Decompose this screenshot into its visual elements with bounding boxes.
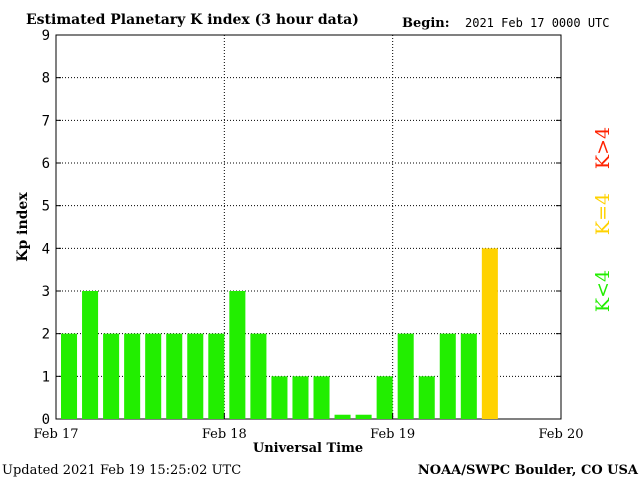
kp-bar: [124, 333, 141, 419]
kp-bar: [334, 414, 351, 419]
chart-title: Estimated Planetary K index (3 hour data…: [26, 12, 359, 28]
kp-bar: [376, 376, 393, 419]
legend-k-less-than-4: K<4: [592, 270, 614, 312]
x-tick-label: Feb 18: [202, 427, 247, 442]
kp-bar: [250, 333, 267, 419]
y-axis-ticks: 0 1 2 3 4 5 6 7 8 9: [42, 28, 561, 428]
x-tick-label: Feb 19: [370, 427, 415, 442]
y-tick-label: 0: [42, 412, 50, 428]
kp-bar: [229, 291, 246, 419]
kp-bar: [292, 376, 309, 419]
kp-bar: [187, 333, 204, 419]
kp-bar: [439, 333, 456, 419]
kp-bar: [208, 333, 225, 419]
y-tick-label: 6: [42, 156, 50, 172]
y-tick-label: 3: [42, 284, 50, 300]
kp-bar: [82, 291, 99, 419]
y-tick-label: 5: [42, 199, 50, 215]
updated-timestamp: Updated 2021 Feb 19 15:25:02 UTC: [2, 463, 241, 478]
source-credit: NOAA/SWPC Boulder, CO USA: [418, 463, 639, 478]
y-axis-label: Kp index: [15, 192, 31, 262]
y-tick-label: 8: [42, 71, 50, 87]
legend-k-greater-than-4: K>4: [592, 127, 614, 169]
x-tick-label: Feb 17: [34, 427, 79, 442]
kp-bar: [418, 376, 435, 419]
y-tick-label: 1: [42, 369, 50, 385]
kp-bar: [355, 414, 372, 419]
y-tick-label: 7: [42, 113, 50, 129]
x-axis-ticks: Feb 17 Feb 18 Feb 19 Feb 20: [34, 413, 584, 442]
y-tick-label: 4: [42, 241, 50, 257]
kp-bar: [103, 333, 120, 419]
y-tick-label: 9: [42, 28, 50, 44]
kp-bar: [61, 333, 78, 419]
x-tick-label: Feb 20: [539, 427, 584, 442]
kp-bar: [397, 333, 414, 419]
kp-bar: [481, 248, 498, 419]
kp-bar: [313, 376, 330, 419]
kp-bar: [460, 333, 477, 419]
legend-k-equal-4: K=4: [592, 193, 614, 235]
y-tick-label: 2: [42, 327, 50, 343]
x-axis-label: Universal Time: [253, 441, 363, 456]
begin-value: 2021 Feb 17 0000 UTC: [465, 16, 610, 30]
bar-series: [61, 248, 498, 419]
kp-bar: [145, 333, 162, 419]
begin-label: Begin:: [402, 16, 450, 31]
kp-bar: [166, 333, 183, 419]
kp-bar: [271, 376, 288, 419]
